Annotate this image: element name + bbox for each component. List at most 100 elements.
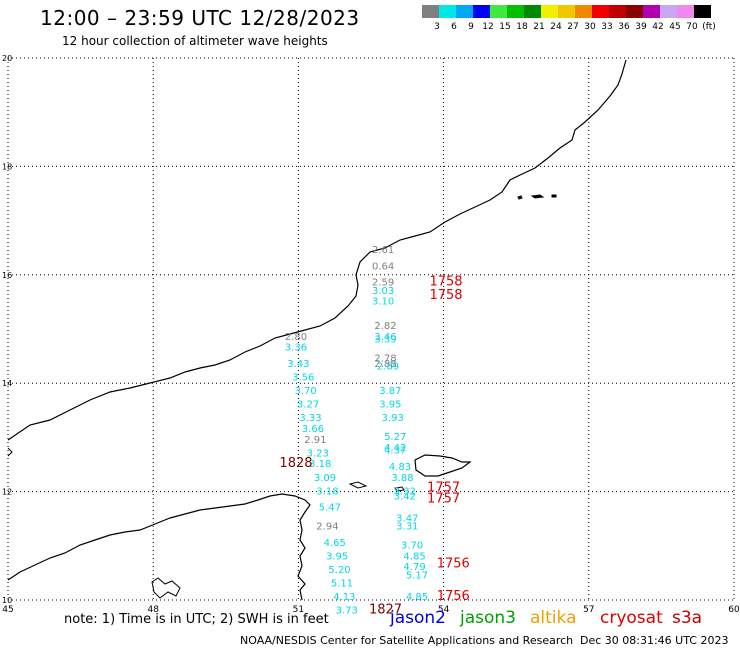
legend-tick-label: 12 [482, 22, 494, 32]
lat-tick-label: 16 [2, 271, 12, 280]
coastline-fragment [7, 447, 13, 457]
wave-height-label: 3.87 [379, 386, 401, 397]
island-outline [348, 481, 368, 489]
legend-tick-label: 15 [499, 22, 511, 32]
timestamp-text: Dec 30 08:31:46 UTC 2023 [580, 634, 729, 647]
legend-tick-label: (ft) [702, 22, 716, 32]
wave-height-label: 3.47 [396, 513, 418, 524]
wave-height-label: 2.91 [304, 435, 326, 446]
legend-tick-label: 39 [635, 22, 647, 32]
wave-height-label: 3.09 [314, 473, 336, 484]
wave-height-label: 4.13 [333, 592, 355, 603]
satellite-legend-altika: altika [530, 608, 577, 628]
legend-swatch [490, 5, 507, 18]
wave-height-label: 3.27 [297, 400, 319, 411]
wave-height-label: 5.11 [331, 578, 353, 589]
wave-height-label: 3.03 [372, 286, 394, 297]
legend-tick-label: 45 [669, 22, 681, 32]
wave-height-label: 3.42 [394, 492, 416, 503]
lon-tick-label: 60 [728, 605, 740, 615]
wave-height-label: 1758 [429, 275, 462, 290]
coastline-africa [7, 493, 311, 601]
coastline-arabia [7, 59, 627, 441]
satellite-legend-jason3: jason3 [460, 608, 516, 628]
wave-height-label: 3.95 [379, 400, 401, 411]
wave-height-label: 3.46 [374, 332, 396, 343]
legend-swatch [626, 5, 643, 18]
lat-tick-label: 10 [2, 596, 12, 605]
wave-height-label: 2.59 [372, 278, 394, 289]
legend-swatch [558, 5, 575, 18]
lon-tick-label: 54 [438, 605, 450, 615]
lon-tick-label: 45 [2, 605, 13, 615]
coastline-socotra [414, 454, 472, 477]
wave-height-label: 3.18 [309, 459, 331, 470]
wave-height-label: 4.42 [384, 443, 406, 454]
satellite-legend-s3a: s3a [672, 608, 703, 628]
wave-height-label: 3.95 [326, 551, 348, 562]
satellite-legend-jason2: jason2 [390, 608, 446, 628]
legend-swatch [456, 5, 473, 18]
wave-height-label: 3.31 [396, 522, 418, 533]
legend-tick-label: 3 [434, 22, 440, 32]
legend-swatch [541, 5, 558, 18]
legend-swatch [592, 5, 609, 18]
wave-height-label: 5.20 [328, 565, 350, 576]
coastline-coast-fragment [151, 577, 181, 599]
wave-height-label: 5.17 [406, 570, 428, 581]
lat-tick-label: 18 [2, 162, 12, 171]
wave-height-label: 4.79 [403, 562, 425, 573]
wave-height-label: 3.18 [316, 486, 338, 497]
wave-height-label: 3.32 [394, 486, 416, 497]
wave-height-label: 2.94 [316, 522, 338, 533]
legend-tick-label: 18 [516, 22, 528, 32]
wave-height-label: 3.70 [295, 386, 317, 397]
legend-swatch [507, 5, 524, 18]
lon-tick-label: 48 [147, 605, 159, 615]
lon-tick-label: 51 [293, 605, 304, 615]
wave-height-label: 4.83 [389, 462, 411, 473]
wave-height-label: 3.88 [391, 473, 413, 484]
wave-height-label: 3.93 [382, 413, 404, 424]
wave-height-label: 4.37 [384, 446, 406, 457]
wave-height-label: 1756 [437, 556, 470, 571]
legend-tick-label: 70 [686, 22, 698, 32]
wave-height-label: 3.23 [307, 448, 329, 459]
legend-swatch [660, 5, 677, 18]
island-outline [394, 486, 405, 492]
legend-tick-label: 24 [550, 22, 562, 32]
wave-height-label: 3.10 [372, 297, 394, 308]
lon-tick-label: 57 [583, 605, 594, 615]
map-subtitle: 12 hour collection of altimeter wave hei… [62, 34, 328, 48]
legend-tick-label: 36 [618, 22, 630, 32]
satellite-legend-cryosat: cryosat [600, 608, 663, 628]
legend-swatch [609, 5, 626, 18]
legend-tick-label: 9 [468, 22, 474, 32]
lat-tick-label: 12 [2, 488, 12, 497]
map-title: 12:00 – 23:59 UTC 12/28/2023 [40, 6, 360, 30]
wave-height-label: 3.36 [285, 343, 307, 354]
color-legend: 3 6 9 12 15 18 21 24 27 30 33 36 39 42 45 70 (ft) [422, 5, 716, 35]
legend-swatch [643, 5, 660, 18]
wave-height-label: 3.43 [287, 359, 309, 370]
wave-height-label: 3.70 [401, 541, 423, 552]
wave-height-label: 5.27 [384, 432, 406, 443]
legend-tick-label: 27 [567, 22, 579, 32]
wave-height-label: 2.80 [285, 332, 307, 343]
legend-swatch [677, 5, 694, 18]
wave-height-label: 2.88 [374, 359, 396, 370]
legend-swatch [439, 5, 456, 18]
wave-height-label: 1827 [369, 603, 402, 618]
legend-swatch [524, 5, 541, 18]
wave-height-label: 2.78 [374, 354, 396, 365]
legend-swatch [694, 5, 711, 18]
lat-tick-label: 20 [2, 54, 12, 63]
wave-height-label: 2.82 [374, 321, 396, 332]
wave-height-label: 4.85 [406, 592, 428, 603]
legend-tick-label: 30 [584, 22, 596, 32]
units-note: note: 1) Time is in UTC; 2) SWH is in fe… [64, 612, 329, 627]
wave-height-label: 1758 [429, 288, 462, 303]
wave-height-label: 3.33 [299, 413, 321, 424]
wave-height-label: 2.61 [372, 245, 394, 256]
